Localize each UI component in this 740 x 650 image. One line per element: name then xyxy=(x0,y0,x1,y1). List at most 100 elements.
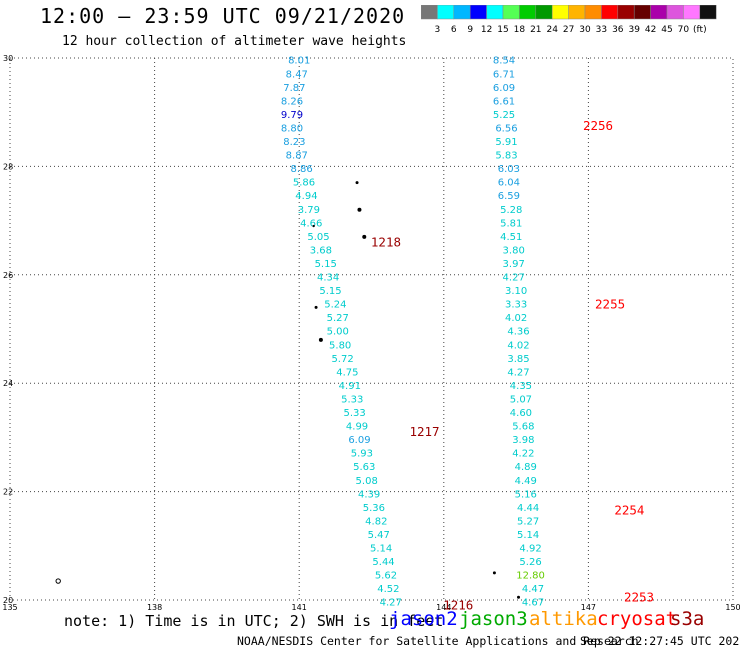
island-mark xyxy=(362,234,367,239)
wave-height-value: 5.91 xyxy=(495,137,517,148)
wave-height-value: 7.87 xyxy=(283,83,305,94)
wave-height-value: 5.44 xyxy=(372,557,394,568)
wave-height-value: 3.97 xyxy=(503,259,525,270)
island-mark xyxy=(312,224,315,228)
x-tick-label: 147 xyxy=(581,603,596,612)
wave-height-value: 8.54 xyxy=(493,56,515,67)
wave-height-value: 5.07 xyxy=(510,394,532,405)
colorbar-label: (ft) xyxy=(693,25,707,35)
wave-height-value: 5.81 xyxy=(500,218,522,229)
wave-height-value: 6.56 xyxy=(495,123,517,134)
satellite-legend-s3a: s3a xyxy=(670,608,705,630)
wave-height-value: 4.49 xyxy=(515,476,537,487)
wave-height-value: 5.15 xyxy=(315,259,337,270)
colorbar-label: 30 xyxy=(579,25,591,35)
colorbar-label: 3 xyxy=(435,25,441,35)
colorbar-label: 36 xyxy=(612,25,624,35)
wave-height-value: 4.60 xyxy=(510,408,532,419)
wave-height-value: 3.98 xyxy=(512,435,534,446)
wave-height-value: 3.10 xyxy=(505,286,527,297)
pass-time-label: 2254 xyxy=(614,503,644,518)
wave-height-value: 5.27 xyxy=(327,313,349,324)
wave-height-value: 5.26 xyxy=(519,557,541,568)
wave-height-value: 5.63 xyxy=(353,462,375,473)
wave-height-value: 4.89 xyxy=(515,462,537,473)
wave-height-value: 3.79 xyxy=(298,205,320,216)
wave-height-value: 4.36 xyxy=(507,327,529,338)
credit-line: NOAA/NESDIS Center for Satellite Applica… xyxy=(237,634,639,648)
chart-title: 12:00 – 23:59 UTC 09/21/2020 xyxy=(40,4,406,28)
wave-height-value: 5.36 xyxy=(363,503,385,514)
wave-height-value: 6.71 xyxy=(493,69,515,80)
wave-height-value: 5.80 xyxy=(329,340,351,351)
island-mark xyxy=(357,207,362,212)
wave-height-value: 6.04 xyxy=(498,178,520,189)
pass-time-label: 1216 xyxy=(443,597,473,612)
wave-height-value: 8.80 xyxy=(281,123,303,134)
y-tick-label: 26 xyxy=(3,271,13,280)
colorbar-label: 21 xyxy=(530,25,541,35)
y-tick-label: 30 xyxy=(3,54,13,63)
wave-height-value: 4.66 xyxy=(300,218,322,229)
wave-height-value: 5.24 xyxy=(324,300,346,311)
wave-height-value: 5.33 xyxy=(343,408,365,419)
x-tick-label: 138 xyxy=(147,603,162,612)
pass-time-label: 1218 xyxy=(371,234,401,249)
wave-height-value: 4.27 xyxy=(380,598,402,609)
x-tick-label: 144 xyxy=(436,603,451,612)
colorbar-label: 27 xyxy=(563,25,574,35)
wave-height-value: 4.91 xyxy=(339,381,361,392)
satellite-legend-cryosat: cryosat xyxy=(597,608,678,630)
colorbar-label: 18 xyxy=(514,25,526,35)
island-mark xyxy=(492,571,496,575)
wave-height-value: 5.15 xyxy=(319,286,341,297)
wave-height-value: 4.35 xyxy=(510,381,532,392)
wave-height-value: 5.14 xyxy=(370,544,392,555)
wave-height-value: 4.99 xyxy=(346,422,368,433)
wave-height-value: 5.62 xyxy=(375,571,397,582)
wave-height-value: 5.93 xyxy=(351,449,373,460)
wave-height-value: 4.22 xyxy=(512,449,534,460)
wave-height-value: 6.61 xyxy=(493,96,515,107)
satellite-legend-jason2: jason2 xyxy=(389,608,458,630)
x-tick-label: 135 xyxy=(2,603,17,612)
chart-subtitle: 12 hour collection of altimeter wave hei… xyxy=(62,34,407,49)
wave-height-value: 4.27 xyxy=(503,273,525,284)
footnote: note: 1) Time is in UTC; 2) SWH is in fe… xyxy=(64,612,444,630)
colorbar-label: 15 xyxy=(497,25,508,35)
wave-height-value: 6.59 xyxy=(498,191,520,202)
colorbar-label: 6 xyxy=(451,25,457,35)
wave-height-value: 4.27 xyxy=(507,367,529,378)
y-tick-label: 28 xyxy=(3,162,13,171)
satellite-legend-altika: altika xyxy=(529,608,598,630)
wave-height-value: 5.05 xyxy=(307,232,329,243)
satellite-legend-jason3: jason3 xyxy=(459,608,528,630)
wave-height-value: 8.87 xyxy=(286,151,308,162)
wave-height-value: 4.94 xyxy=(295,191,317,202)
wave-height-value: 5.28 xyxy=(500,205,522,216)
y-tick-label: 24 xyxy=(3,379,13,388)
wave-height-value: 9.79 xyxy=(281,110,303,121)
wave-height-value: 3.80 xyxy=(503,245,525,256)
wave-height-value: 8.26 xyxy=(281,96,303,107)
wave-height-value: 5.08 xyxy=(356,476,378,487)
x-tick-label: 150 xyxy=(725,603,740,612)
wave-height-value: 5.16 xyxy=(515,489,537,500)
x-tick-label: 141 xyxy=(292,603,307,612)
pass-time-label: 2255 xyxy=(595,297,625,312)
wave-height-value: 4.44 xyxy=(517,503,539,514)
wave-height-value: 4.51 xyxy=(500,232,522,243)
wave-height-value: 4.75 xyxy=(336,367,358,378)
colorbar-label: 42 xyxy=(645,25,656,35)
wave-height-value: 6.03 xyxy=(498,164,520,175)
pass-time-label: 1217 xyxy=(409,424,439,439)
wave-height-value: 4.39 xyxy=(358,489,380,500)
island-mark xyxy=(55,578,61,584)
island-mark xyxy=(517,595,521,599)
colorbar-label: 24 xyxy=(546,25,558,35)
wave-height-value: 8.47 xyxy=(286,69,308,80)
colorbar-label: 70 xyxy=(678,25,690,35)
pass-time-label: 2256 xyxy=(583,118,613,133)
colorbar-label: 45 xyxy=(661,25,672,35)
wave-height-value: 6.09 xyxy=(493,83,515,94)
